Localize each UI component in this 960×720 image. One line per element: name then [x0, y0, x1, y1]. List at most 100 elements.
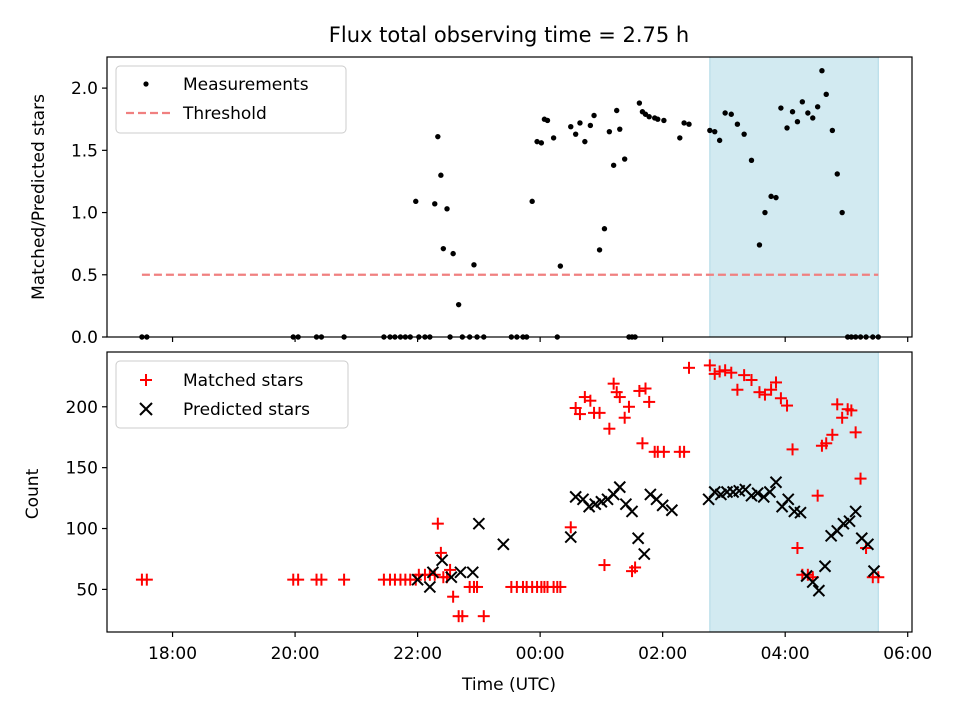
measurement-point: [606, 128, 613, 135]
matched-star-point: [791, 542, 804, 554]
measurement-point: [819, 67, 825, 74]
measurement-point: [661, 117, 667, 124]
matched-star-point: [598, 559, 611, 572]
y-tick-label: 0.0: [71, 328, 98, 348]
matched-star-point: [713, 365, 726, 378]
measurement-point: [577, 120, 583, 126]
predicted-star-point: [794, 506, 807, 519]
top-y-axis: 0.0 0.5 1.0 1.5 2.0: [71, 79, 107, 348]
matched-star-point: [315, 573, 328, 586]
measurement-point: [784, 125, 790, 131]
legend-measurements-marker: [143, 81, 149, 87]
predicted-star-point: [806, 575, 819, 589]
matched-star-point: [434, 546, 447, 559]
matched-star-point: [639, 382, 652, 395]
x-tick-label: 18:00: [148, 644, 197, 664]
predicted-star-point: [445, 571, 458, 584]
measurement-point: [722, 110, 728, 116]
matched-star-point: [781, 399, 794, 412]
measurement-point: [557, 263, 564, 269]
x-tick-label: 06:00: [883, 644, 932, 664]
matched-star-point: [826, 428, 839, 441]
matched-star-point: [564, 521, 577, 534]
legend-measurements-label: Measurements: [183, 75, 309, 95]
measurement-point: [839, 209, 845, 216]
measurement-point: [455, 301, 462, 308]
matched-star-point: [657, 445, 670, 458]
matched-star-point: [811, 489, 824, 502]
predicted-star-point: [861, 538, 875, 551]
measurement-point: [686, 121, 692, 127]
predicted-star-point: [769, 476, 783, 489]
matched-star-point: [607, 377, 620, 390]
matched-star-point: [849, 426, 862, 439]
matched-star-point: [584, 394, 597, 407]
measurement-point: [716, 137, 723, 144]
measurement-point: [778, 105, 784, 111]
predicted-star-point: [656, 499, 669, 512]
predicted-star-point: [497, 538, 510, 551]
measurement-point: [529, 198, 535, 205]
matched-star-point: [554, 580, 567, 593]
measurement-point: [773, 194, 779, 201]
matched-star-point: [447, 590, 460, 603]
matched-star-point: [636, 437, 649, 450]
matched-star-point: [613, 391, 626, 404]
top-plot-frame: [106, 56, 913, 338]
matched-star-point: [622, 400, 635, 413]
predicted-stars-points: [411, 476, 881, 597]
predicted-star-point: [849, 505, 862, 518]
x-tick-label: 02:00: [638, 644, 687, 664]
measurement-point: [617, 126, 623, 132]
y-tick-label: 50: [76, 580, 98, 600]
x-tick-label: 00:00: [516, 644, 565, 664]
matched-star-point: [786, 443, 799, 456]
predicted-star-point: [411, 573, 424, 586]
predicted-star-point: [435, 553, 449, 567]
predicted-star-point: [625, 505, 639, 518]
matched-star-point: [769, 376, 782, 389]
predicted-star-point: [818, 560, 832, 573]
y-tick-label: 0.5: [71, 266, 98, 286]
matched-star-point: [140, 573, 153, 586]
bottom-y-axis-label: Count: [23, 468, 43, 519]
predicted-star-point: [638, 547, 651, 561]
matched-star-point: [678, 445, 691, 458]
measurement-point: [621, 156, 628, 162]
measurement-point: [440, 245, 447, 252]
measurement-point: [534, 138, 540, 145]
measurement-point: [444, 206, 450, 212]
measurement-point: [834, 171, 840, 177]
x-axis-label: Time (UTC): [461, 675, 556, 695]
x-tick-label: 20:00: [271, 644, 320, 664]
predicted-star-point: [472, 517, 486, 530]
bottom-x-axis: 18:00 20:00 22:00 00:00 02:00 04:00 06:00: [148, 632, 932, 664]
x-tick-label: 04:00: [761, 644, 810, 664]
matched-star-point: [719, 364, 732, 377]
measurement-point: [471, 262, 477, 268]
measurement-point: [550, 135, 557, 141]
measurement-point: [450, 250, 456, 257]
predicted-star-point: [812, 584, 826, 597]
predicted-star-point: [454, 566, 467, 579]
top-legend-box: [115, 65, 347, 134]
matched-star-point: [872, 571, 885, 584]
matched-star-point: [292, 573, 305, 586]
measurement-point: [636, 100, 643, 106]
bottom-panel: 50 100 150 200 18:00 20:00 22:00 00:00 02:00 04:…: [23, 351, 932, 695]
measurement-point: [756, 242, 763, 248]
matched-star-point: [860, 542, 873, 554]
matched-star-point: [444, 563, 457, 576]
matched-star-point: [753, 386, 766, 399]
matched-star-point: [836, 411, 849, 424]
measurement-point: [677, 135, 683, 141]
measurement-point: [582, 138, 588, 145]
measurement-point: [681, 120, 687, 126]
measurement-point: [568, 123, 574, 130]
measurement-point: [829, 127, 836, 134]
legend-predicted-label: Predicted stars: [183, 400, 310, 420]
y-tick-label: 1.5: [71, 141, 98, 161]
measurement-point: [591, 112, 597, 119]
y-tick-label: 100: [66, 520, 98, 540]
measurement-point: [646, 114, 652, 120]
